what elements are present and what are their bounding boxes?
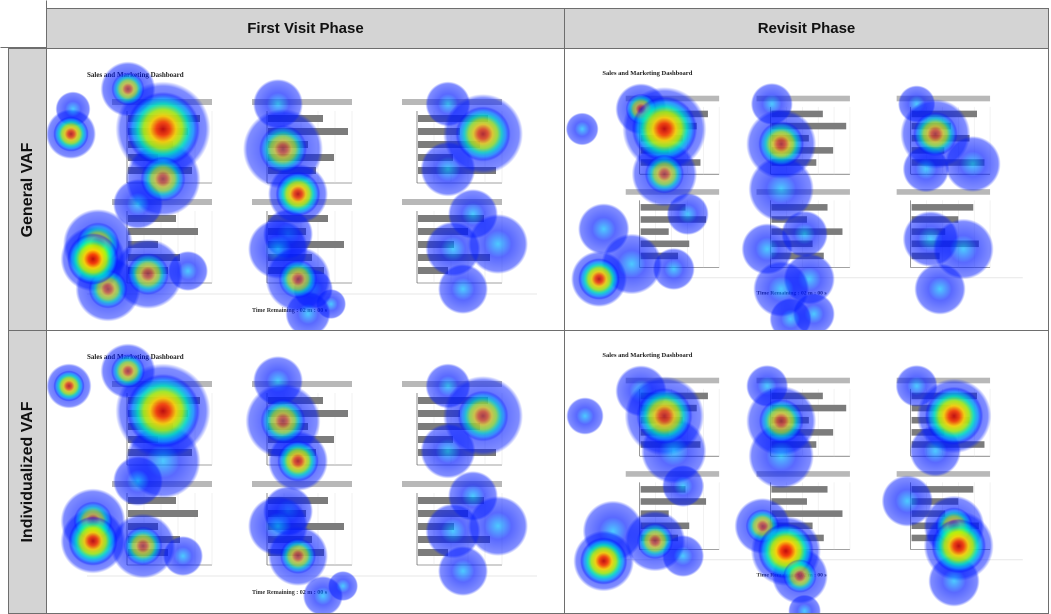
gaze-halo [781,210,828,258]
gaze-hotspot [125,91,201,167]
gaze-hotspot [457,390,509,442]
gaze-halo [168,251,208,291]
gaze-halo [769,297,812,330]
gaze-halo [420,423,476,479]
gaze-hotspot [644,154,685,194]
column-header-revisit: Revisit Phase [564,8,1049,49]
column-header-label: Revisit Phase [757,20,856,37]
gaze-halo [328,571,358,601]
gaze-hotspot [277,440,319,482]
gaze-hotspot [578,258,620,300]
dashboard-title: Sales and Marketing Dashboard [602,352,692,359]
gaze-halo [468,496,528,556]
gaze-halo [881,475,934,527]
gaze-halo [113,456,163,506]
time-remaining-label: Time Remaining : [252,308,300,314]
gaze-hotspot [783,559,817,593]
gaze-hotspot [260,398,306,444]
gaze-hotspot [110,353,146,389]
gaze-hotspot [275,171,321,217]
gaze-halo [748,156,814,222]
gaze-hotspot [631,96,698,162]
gaze-hotspot [111,72,145,106]
gaze-halo [468,214,528,274]
gaze-hotspot [126,252,170,296]
gaze-halo [566,397,604,435]
gaze-halo [788,594,821,613]
gaze-halo [425,221,481,277]
gaze-halo [662,464,705,508]
gaze-hotspot [53,370,85,402]
gaze-hotspot [913,111,958,157]
gaze-hotspot [125,373,201,449]
gaze-halo [652,247,695,291]
gaze-halo [933,218,994,280]
row-header-general-vaf: General VAF [8,48,47,331]
gaze-halo [914,263,966,315]
gaze-halo [902,145,950,193]
gaze-hotspot [636,522,674,560]
row-header-individualized-vaf: Individualized VAF [8,330,47,614]
gaze-hotspot [758,121,805,167]
gaze-halo [285,291,331,330]
gaze-halo [425,503,481,559]
gaze-halo [666,192,709,236]
gaze-halo [420,141,476,197]
gaze-halo [438,546,488,596]
gaze-hotspot [455,106,511,162]
corner-cell [0,0,47,48]
gaze-hotspot [579,537,628,585]
gaze-hotspot [68,516,118,566]
row-header-label: General VAF [18,142,36,237]
gaze-hotspot [636,387,693,445]
gaze-hotspot [924,386,984,446]
column-header-label: First Visit Phase [247,20,364,37]
gaze-heatmap [566,364,994,613]
gaze-hotspot [140,156,186,202]
gaze-hotspot [123,526,163,566]
gaze-hotspot [931,518,987,574]
gaze-halo [163,536,203,576]
gaze-halo [438,264,488,314]
gaze-halo [944,135,1001,193]
gaze-heatmap [47,61,528,330]
gaze-hotspot [278,259,318,299]
gaze-heatmap [47,343,528,613]
gaze-hotspot [258,124,308,174]
gaze-halo [565,112,599,146]
gaze-hotspot [67,233,119,285]
dashboard-title: Sales and Marketing Dashboard [602,70,692,77]
gaze-hotspot [53,116,89,152]
gaze-heatmap [565,82,1001,330]
row-header-label: Individualized VAF [18,401,36,543]
column-header-first-visit: First Visit Phase [46,8,565,49]
gaze-hotspot [758,398,804,444]
time-remaining-label: Time Remaining : [252,590,300,596]
gaze-hotspot [279,537,317,575]
gaze-halo [748,423,814,489]
